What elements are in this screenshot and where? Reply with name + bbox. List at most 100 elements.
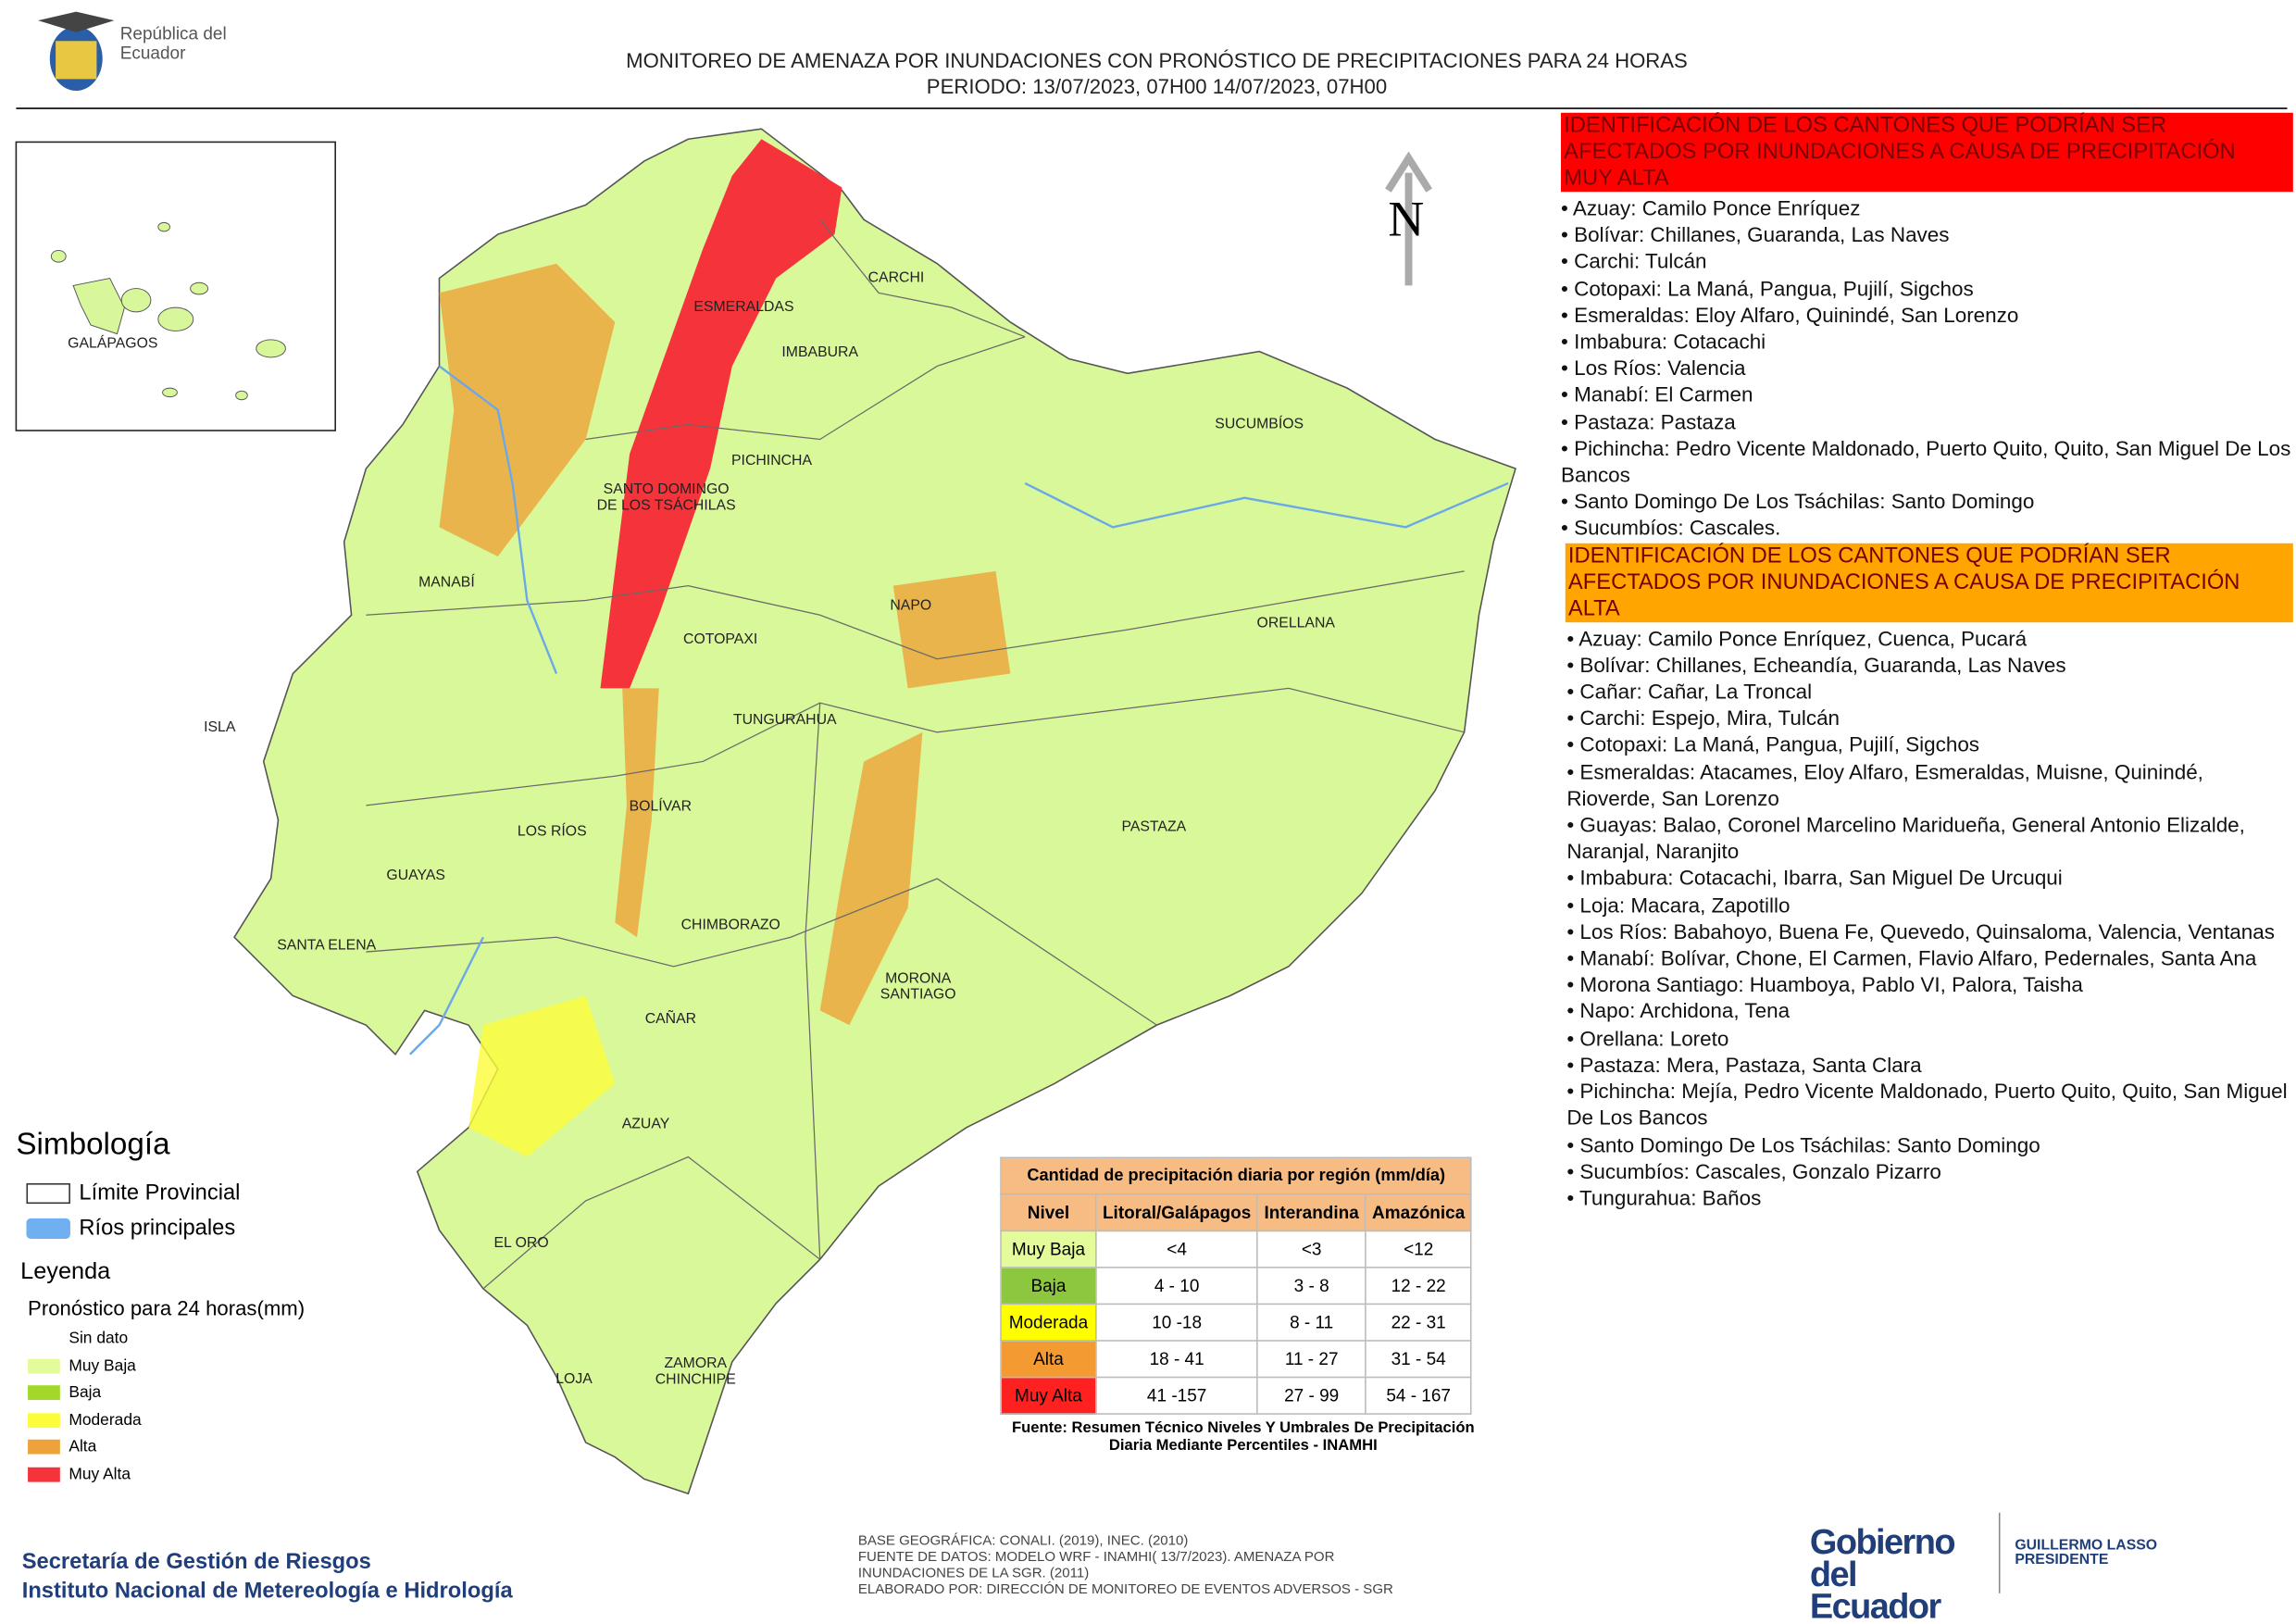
list-heading: IDENTIFICACIÓN DE LOS CANTONES QUE PODRÍ… [1561,112,2293,193]
list-item: • Cañar: Cañar, La Troncal [1566,681,1813,705]
province-label: ORELLANA [1256,616,1335,632]
precipitation-zones [439,139,1011,1157]
table-cell: 8 - 11 [1256,1303,1366,1342]
list-item: • Sucumbíos: Cascales. [1561,518,1781,542]
list-item: • Santo Domingo De Los Tsáchilas: Santo … [1566,1133,2040,1158]
list-item: • Azuay: Camilo Ponce Enríquez [1561,197,1861,221]
canton-lists: IDENTIFICACIÓN DE LOS CANTONES QUE PODRÍ… [1561,112,2293,1213]
list-item: • Manabí: Bolívar, Chone, El Carmen, Fla… [1566,947,2257,971]
list-item: • Manabí: El Carmen [1561,384,1753,408]
list-item: • Los Ríos: Babahoyo, Buena Fe, Quevedo,… [1566,920,2275,944]
list-item: • Cotopaxi: La Maná, Pangua, Pujilí, Sig… [1566,734,1980,758]
legend-label: Muy Baja [69,1356,136,1375]
inset-label: GALÁPAGOS [68,335,158,353]
table-title: Cantidad de precipitación diaria por reg… [1000,1156,1473,1195]
north-arrow [1385,151,1433,286]
table-header: Nivel [1000,1193,1097,1232]
credit: BASE GEOGRÁFICA: CONALI. (2019), INEC. (… [857,1532,1189,1550]
table-cell: 31 - 54 [1365,1340,1473,1379]
legend-label: Alta [69,1438,97,1456]
credits: BASE GEOGRÁFICA: CONALI. (2019), INEC. (… [858,1533,1415,1598]
list-item: • Sucumbíos: Cascales, Gonzalo Pizarro [1566,1160,1941,1185]
list-item: • Orellana: Loreto [1566,1027,1729,1052]
legend-label: Sin dato [69,1330,129,1348]
province-label: CHIMBORAZO [680,917,780,934]
list-item: • Esmeraldas: Eloy Alfaro, Quinindé, San… [1561,304,2019,328]
gov-logo: Gobierno del Ecuador [1809,1522,1956,1624]
legend-subtitle: Pronóstico para 24 horas(mm) [28,1295,306,1320]
table-row: Muy Baja <4 <3 <12 [1000,1230,1473,1268]
list-item: • Pastaza: Pastaza [1561,410,1736,435]
legend-swatch [28,1385,60,1401]
symbology-title: Simbología [16,1127,170,1162]
legend-swatch [28,1467,60,1481]
list-heading: IDENTIFICACIÓN DE LOS CANTONES QUE PODRÍ… [1565,543,2293,622]
table-cell: <12 [1365,1230,1473,1268]
legend-title: Leyenda [20,1259,111,1285]
legend-item: Muy Baja [28,1355,136,1376]
province-label: GUAYAS [386,868,445,884]
legend-swatch [28,1439,60,1455]
province-label: SUCUMBÍOS [1215,416,1304,433]
north-label: N [1388,193,1425,248]
province-label: SANTA ELENA [277,938,377,955]
credit: FUENTE DE DATOS: MODELO WRF - INAMHI( 13… [857,1549,1335,1582]
title: MONITOREO DE AMENAZA POR INUNDACIONES CO… [626,48,1688,72]
list-item: • Loja: Macara, Zapotillo [1566,893,1791,918]
province-label: ISLA [204,719,236,736]
table-cell: 41 -157 [1095,1376,1259,1415]
table-header: Amazónica [1365,1193,1473,1232]
province-label: ZAMORA CHINCHIPE [655,1355,736,1389]
province-label: NAPO [890,598,932,615]
list-item: • Guayas: Balao, Coronel Marcelino Marid… [1566,814,2245,865]
table-header: Interandina [1256,1193,1366,1232]
table-cell: 27 - 99 [1256,1376,1366,1415]
table-cell: Muy Alta [1000,1376,1097,1415]
table-header-row: Nivel Litoral/Galápagos Interandina Amazóni… [1000,1193,1473,1232]
threshold-table: Cantidad de precipitación diaria por reg… [1000,1156,1473,1415]
table-cell: Muy Baja [1000,1230,1097,1268]
logo-divider [1998,1512,2001,1593]
province-label: PASTAZA [1121,818,1187,836]
threshold-table-wrap: Cantidad de precipitación diaria por reg… [1000,1156,1486,1455]
list-item: • Napo: Archidona, Tena [1566,1001,1791,1025]
coat-of-arms [38,11,115,92]
president: GUILLERMO LASSO PRESIDENTE [2015,1537,2158,1568]
symbol: Límite Provincial [26,1176,240,1211]
legend-item: Moderada [28,1409,142,1430]
list-item: • Pichincha: Mejía, Pedro Vicente Maldon… [1566,1081,2288,1131]
legend-item: Alta [28,1437,96,1457]
legend-item: Baja [28,1382,101,1403]
table-row: Alta 18 - 41 11 - 27 31 - 54 [1000,1340,1473,1379]
province-label: BOLÍVAR [629,798,693,816]
province-label: AZUAY [621,1116,670,1133]
table-cell: Alta [1000,1340,1097,1379]
symbol-swatch [26,1218,70,1240]
legend-item: Sin dato [28,1329,128,1349]
list-item: • Cotopaxi: La Maná, Pangua, Pujilí, Sig… [1561,277,1974,302]
period: PERIODO: 13/07/2023, 07H00 14/07/2023, 0… [926,74,1388,98]
province-label: MANABÍ [418,574,475,592]
province-label: EL ORO [493,1235,549,1252]
table-title-row: Cantidad de precipitación diaria por reg… [1000,1156,1473,1195]
galapagos-islands [50,221,286,401]
province-label: MORONA SANTIAGO [880,970,956,1004]
table-cell: Moderada [1000,1303,1097,1342]
list-item: • Imbabura: Cotacachi [1561,331,1766,355]
legend-swatch [28,1330,60,1346]
table-cell: <4 [1095,1230,1259,1268]
province-label: PICHINCHA [731,453,813,469]
table-cell: 3 - 8 [1256,1267,1366,1305]
province-label: LOJA [555,1371,593,1388]
credit: ELABORADO POR: DIRECCIÓN DE MONITOREO DE… [857,1581,1393,1598]
legend-swatch [28,1412,60,1428]
legend-label: Baja [69,1383,102,1402]
table-cell: 54 - 167 [1365,1376,1473,1415]
list-item: • Azuay: Camilo Ponce Enríquez, Cuenca, … [1566,627,2028,652]
table-source: Fuente: Resumen Técnico Niveles Y Umbral… [1011,1418,1475,1455]
list-item: • Los Ríos: Valencia [1561,357,1746,381]
table-header: Litoral/Galápagos [1095,1193,1259,1232]
symbol-swatch [26,1183,70,1205]
